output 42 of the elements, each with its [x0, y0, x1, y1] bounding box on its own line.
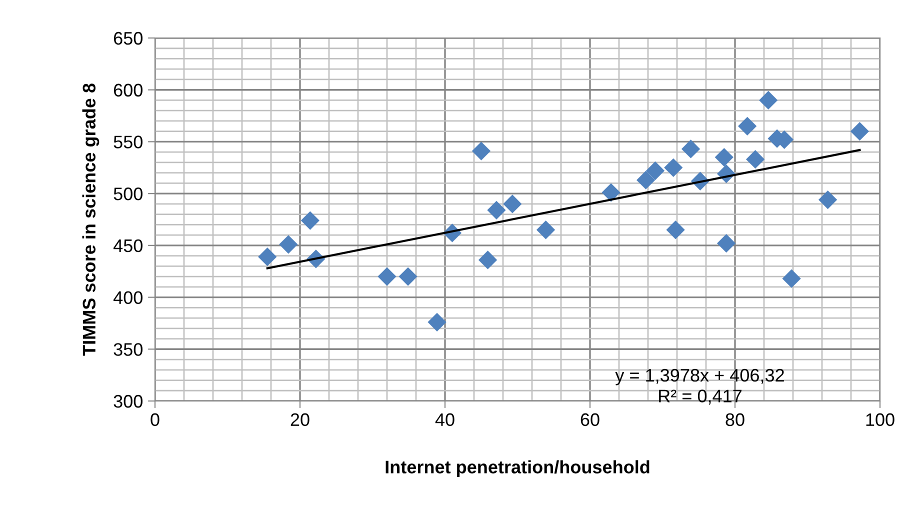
y-tick-label: 400 — [113, 291, 142, 304]
x-tick-label: 100 — [866, 413, 894, 426]
x-tick-label: 60 — [580, 413, 600, 426]
point — [487, 200, 506, 220]
annotation: y = 1,3978x + 406,32 R² = 0,417 — [615, 368, 784, 405]
point — [378, 267, 396, 286]
y-tick-label: 450 — [113, 239, 142, 252]
point — [536, 220, 556, 240]
point — [716, 234, 736, 253]
y-tick-label: 650 — [114, 32, 142, 45]
point — [646, 161, 665, 180]
y-axis-title: TIMMS score in science grade 8 — [82, 84, 100, 356]
y-tick-label: 350 — [114, 343, 142, 356]
point — [258, 248, 277, 266]
y-tick-label: 600 — [114, 84, 142, 97]
x-tick-label: 80 — [726, 413, 744, 426]
point — [602, 183, 620, 202]
x-tick-label: 0 — [150, 413, 160, 426]
point — [818, 190, 838, 210]
point — [666, 220, 685, 240]
point — [636, 170, 656, 190]
point — [300, 211, 320, 230]
point — [714, 148, 734, 167]
point — [428, 312, 446, 332]
point — [472, 142, 491, 160]
point — [738, 116, 757, 136]
x-tick-label: 20 — [290, 413, 310, 426]
x-tick-label: 40 — [435, 413, 454, 426]
point — [503, 194, 522, 214]
point — [746, 150, 765, 169]
point — [478, 250, 498, 270]
point — [681, 140, 700, 158]
x-axis-title: Internet penetration/household — [386, 460, 650, 478]
point — [398, 267, 418, 286]
y-tick-label: 500 — [114, 188, 142, 200]
y-tick-label: 550 — [114, 136, 142, 148]
point — [664, 158, 683, 177]
y-tick-label: 300 — [114, 394, 142, 408]
point — [759, 90, 778, 110]
point — [850, 122, 870, 141]
point — [782, 269, 801, 288]
point — [279, 235, 298, 254]
